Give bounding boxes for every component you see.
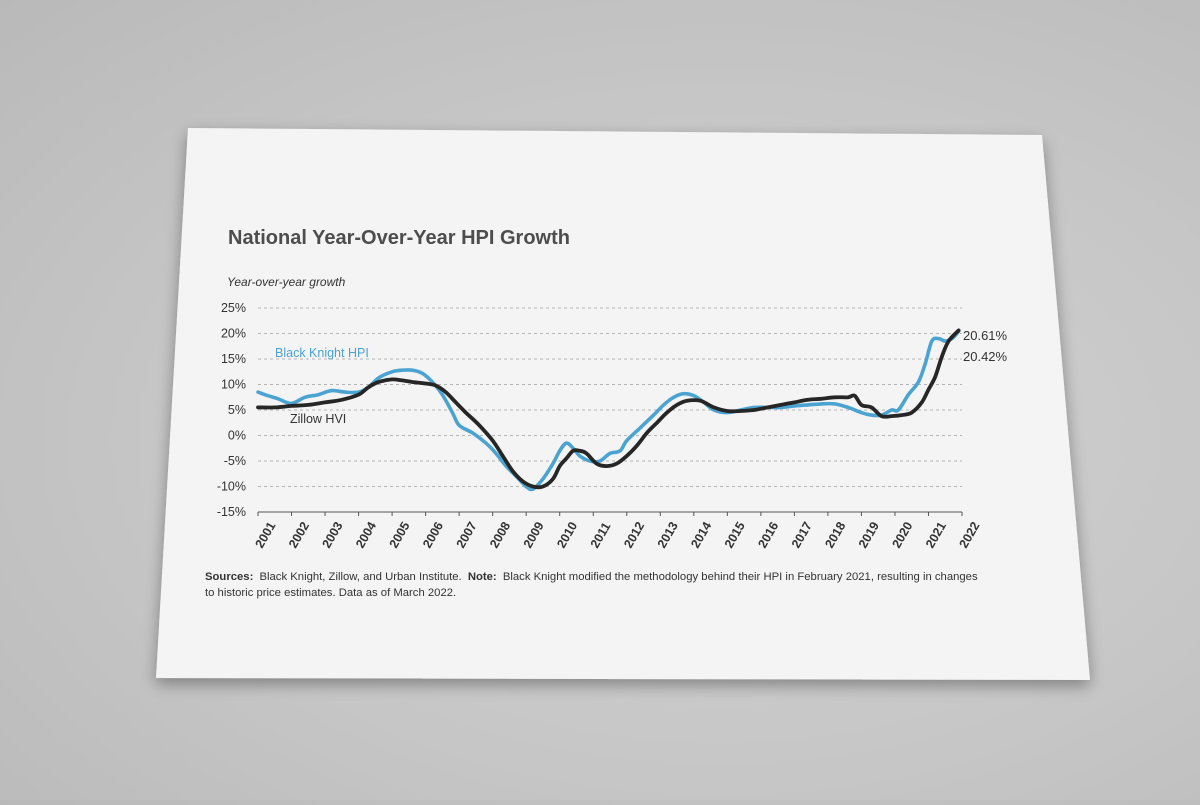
y-tick-label: -15% [217, 505, 246, 519]
sources-text: Black Knight, Zillow, and Urban Institut… [259, 571, 461, 583]
y-tick-label: -5% [224, 454, 246, 468]
y-tick-label: 5% [228, 403, 246, 417]
y-axis-ticks: 25% 20% 15% 10% 5% 0% -5% -10% -15% [217, 301, 246, 519]
gridlines [258, 307, 962, 513]
end-value-black-knight: 20.42% [963, 349, 1008, 364]
end-value-zillow: 20.61% [963, 328, 1008, 343]
y-tick-label: 25% [221, 301, 246, 315]
y-tick-label: -10% [217, 480, 246, 494]
y-tick-label: 0% [228, 429, 246, 443]
paper-card [156, 128, 1090, 680]
y-tick-label: 10% [221, 378, 246, 392]
y-tick-label: 15% [221, 352, 246, 366]
footnote-line-2: to historic price estimates. Data as of … [205, 587, 456, 599]
series-label-zillow: Zillow HVI [290, 412, 346, 426]
series-lines [256, 328, 961, 492]
y-axis-label: Year-over-year growth [227, 275, 346, 289]
footnote-line-1: Sources: Black Knight, Zillow, and Urban… [205, 571, 978, 583]
y-tick-label: 20% [221, 327, 246, 341]
note-text-1: Black Knight modified the methodology be… [503, 571, 978, 583]
sources-label: Sources: [205, 571, 253, 583]
series-label-black-knight: Black Knight HPI [275, 346, 369, 360]
series-line-black-knight [256, 329, 961, 492]
chart-title: National Year-Over-Year HPI Growth [228, 227, 570, 249]
note-label: Note: [468, 571, 497, 583]
series-line-zillow [256, 328, 961, 490]
